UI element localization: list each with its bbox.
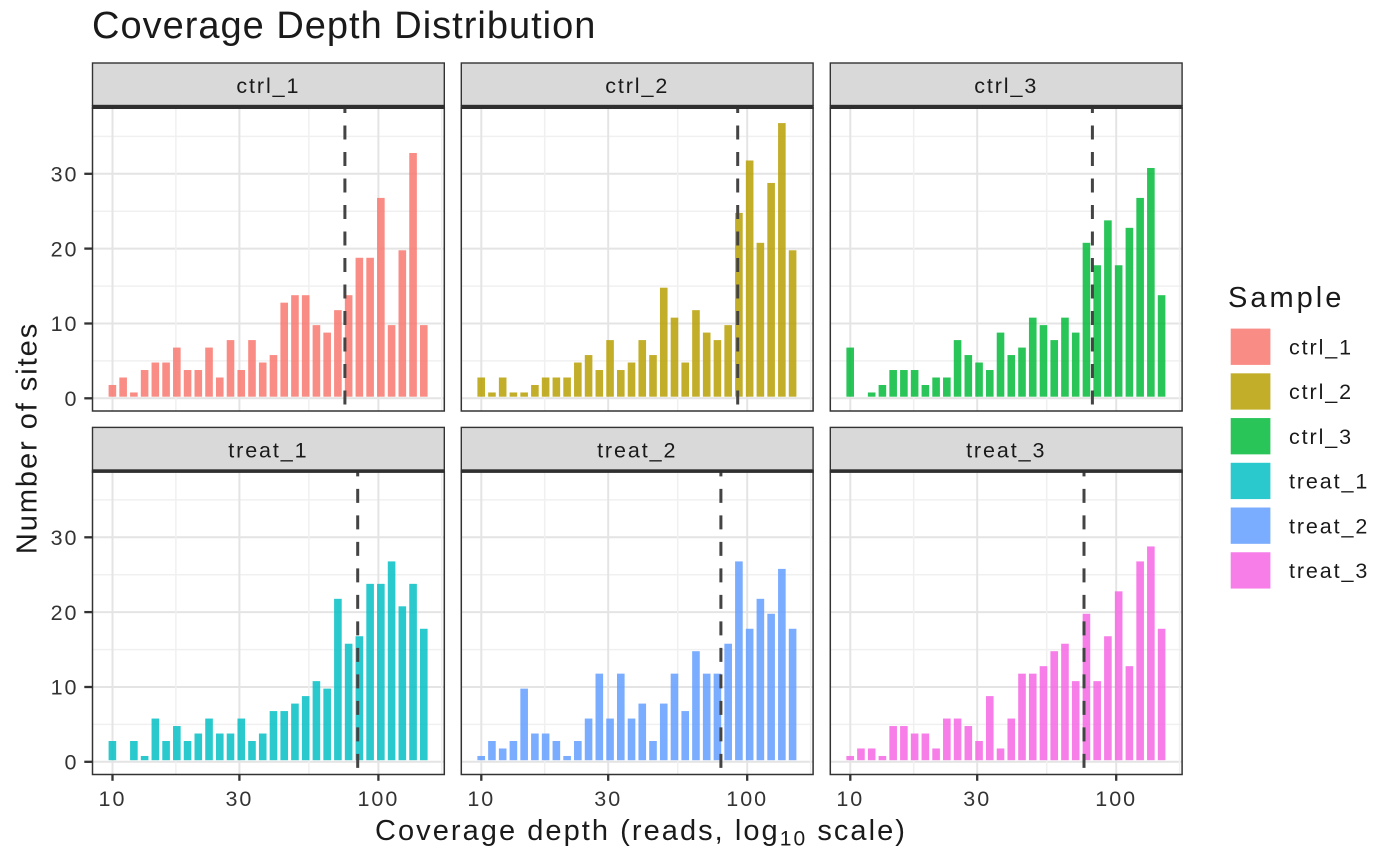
svg-text:Sample: Sample: [1228, 282, 1344, 314]
svg-text:10: 10: [51, 676, 79, 700]
svg-text:20: 20: [51, 237, 79, 261]
svg-text:20: 20: [51, 601, 79, 625]
svg-text:treat_2: treat_2: [1289, 514, 1369, 538]
svg-text:treat_1: treat_1: [228, 438, 308, 462]
svg-text:10: 10: [467, 787, 495, 811]
svg-text:ctrl_1: ctrl_1: [236, 74, 300, 98]
svg-text:30: 30: [51, 526, 79, 550]
svg-text:30: 30: [594, 787, 622, 811]
svg-text:100: 100: [357, 787, 399, 811]
svg-text:30: 30: [963, 787, 991, 811]
svg-text:100: 100: [726, 787, 768, 811]
svg-text:treat_3: treat_3: [966, 438, 1046, 462]
svg-text:ctrl_3: ctrl_3: [974, 74, 1038, 98]
svg-text:10: 10: [51, 312, 79, 336]
svg-text:10: 10: [99, 787, 127, 811]
svg-text:10: 10: [836, 787, 864, 811]
svg-text:30: 30: [51, 163, 79, 187]
svg-text:30: 30: [225, 787, 253, 811]
svg-text:treat_3: treat_3: [1289, 559, 1369, 583]
svg-text:100: 100: [1095, 787, 1137, 811]
svg-text:Number of sites: Number of sites: [12, 322, 44, 554]
svg-text:0: 0: [65, 387, 79, 411]
svg-text:0: 0: [65, 751, 79, 775]
svg-text:ctrl_1: ctrl_1: [1289, 335, 1353, 359]
svg-text:ctrl_2: ctrl_2: [605, 74, 669, 98]
svg-text:ctrl_2: ctrl_2: [1289, 380, 1353, 404]
svg-text:treat_1: treat_1: [1289, 470, 1369, 494]
svg-text:Coverage Depth Distribution: Coverage Depth Distribution: [92, 5, 596, 47]
svg-text:ctrl_3: ctrl_3: [1289, 425, 1353, 449]
svg-text:treat_2: treat_2: [597, 438, 677, 462]
svg-text:Coverage depth (reads, log10 s: Coverage depth (reads, log10 scale): [375, 815, 907, 851]
